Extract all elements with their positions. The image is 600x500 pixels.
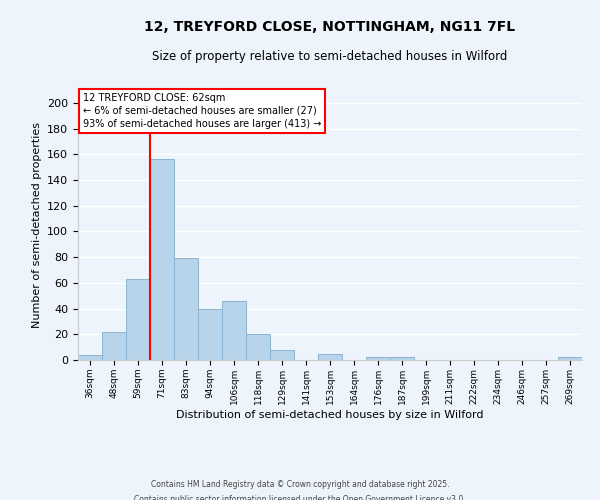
Bar bbox=[366, 358, 390, 360]
Bar bbox=[174, 258, 198, 360]
Bar bbox=[198, 308, 222, 360]
X-axis label: Distribution of semi-detached houses by size in Wilford: Distribution of semi-detached houses by … bbox=[176, 410, 484, 420]
Text: Contains public sector information licensed under the Open Government Licence v3: Contains public sector information licen… bbox=[134, 495, 466, 500]
Bar bbox=[78, 355, 102, 360]
Text: 12 TREYFORD CLOSE: 62sqm
← 6% of semi-detached houses are smaller (27)
93% of se: 12 TREYFORD CLOSE: 62sqm ← 6% of semi-de… bbox=[83, 92, 322, 129]
Text: Contains HM Land Registry data © Crown copyright and database right 2025.: Contains HM Land Registry data © Crown c… bbox=[151, 480, 449, 489]
Bar bbox=[222, 301, 246, 360]
Bar bbox=[102, 332, 126, 360]
Bar bbox=[126, 279, 150, 360]
Text: 12, TREYFORD CLOSE, NOTTINGHAM, NG11 7FL: 12, TREYFORD CLOSE, NOTTINGHAM, NG11 7FL bbox=[145, 20, 515, 34]
Bar bbox=[318, 354, 342, 360]
Y-axis label: Number of semi-detached properties: Number of semi-detached properties bbox=[32, 122, 41, 328]
Bar bbox=[150, 160, 174, 360]
Bar bbox=[558, 358, 582, 360]
Bar bbox=[390, 358, 414, 360]
Text: Size of property relative to semi-detached houses in Wilford: Size of property relative to semi-detach… bbox=[152, 50, 508, 63]
Bar bbox=[270, 350, 294, 360]
Bar bbox=[246, 334, 270, 360]
